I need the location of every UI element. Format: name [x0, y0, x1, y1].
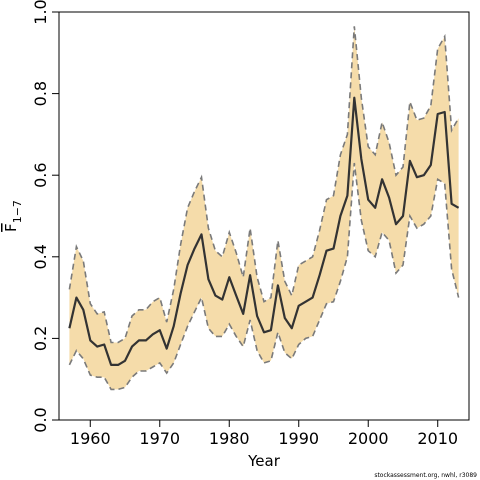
x-axis-title: Year — [247, 452, 281, 470]
x-tick-label: 1960 — [70, 429, 111, 448]
x-axis: 1960 1970 1980 1990 2000 2010 — [70, 420, 458, 448]
y-tick-label: 0.2 — [31, 326, 50, 351]
upper-bound-line — [68, 26, 460, 344]
confidence-band — [69, 26, 459, 390]
x-tick-label: 2010 — [417, 429, 458, 448]
y-axis-title: F1−7 — [2, 200, 24, 232]
x-tick-label: 2000 — [348, 429, 389, 448]
estimate-line — [68, 96, 460, 366]
lower-bound-line — [68, 162, 460, 391]
y-tick-label: 1.0 — [31, 0, 50, 25]
y-tick-label: 0.0 — [31, 407, 50, 432]
y-axis-title-subscript: 1−7 — [11, 200, 24, 223]
y-tick-label: 0.6 — [31, 162, 50, 187]
x-tick-label: 1980 — [209, 429, 250, 448]
y-axis: 0.0 0.2 0.4 0.6 0.8 1.0 — [31, 0, 59, 433]
credit-text: stockassessment.org, nwhl, r3089 — [374, 472, 477, 479]
x-tick-label: 1990 — [278, 429, 319, 448]
y-axis-title-main: F — [2, 223, 20, 232]
y-tick-label: 0.8 — [31, 81, 50, 106]
x-tick-label: 1970 — [139, 429, 180, 448]
plot-frame — [58, 11, 470, 421]
plot-area — [68, 26, 460, 391]
y-tick-label: 0.4 — [31, 244, 50, 269]
